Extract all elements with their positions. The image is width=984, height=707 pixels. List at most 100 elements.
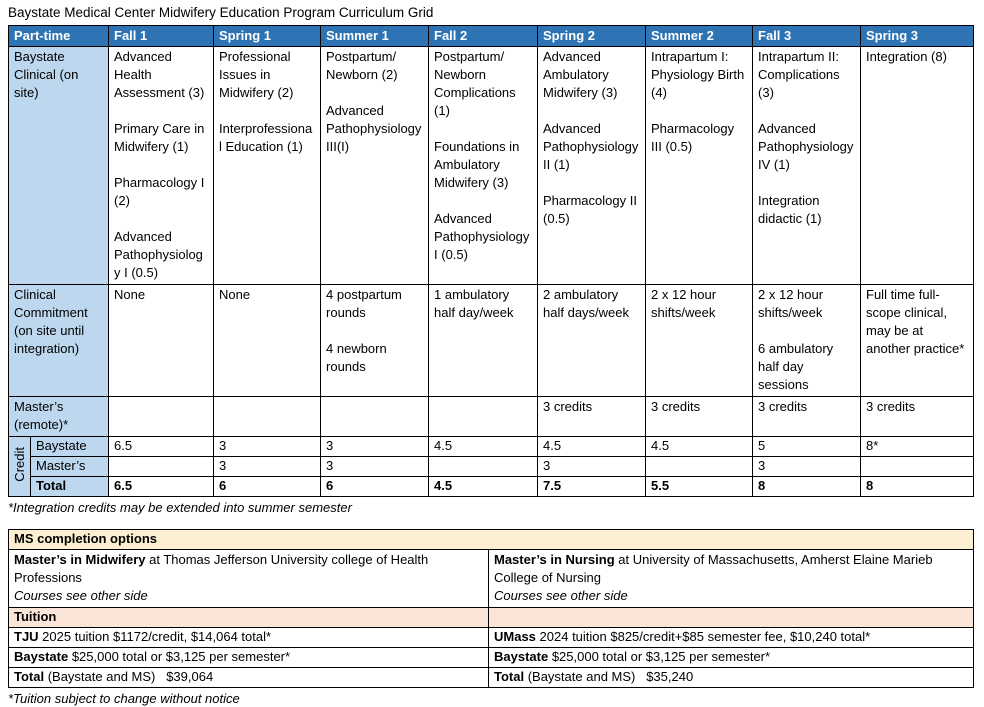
commitment-cell: 4 postpartum rounds 4 newborn rounds [320,284,430,397]
course-cell: Postpartum/​Newborn (2) Advanced Pathophy… [320,46,430,285]
commitment-cell: None [108,284,215,397]
cell-line: 2 ambulatory half days/​week [543,287,630,320]
cell-line: None [219,287,251,302]
clinical-commitment-row: Clinical Commitment (on site until integ… [7,284,975,397]
course-cell: Integration (8) [860,46,975,285]
cell-line: Advanced Pathophysiology II (1) [543,121,639,172]
masters-credits-cell: 3 credits [537,396,647,437]
cell-line: Advanced Health Assessment (3) [114,49,205,100]
tuition-header-blank [488,607,974,628]
cell-line: Pharmacology III (0.5) [651,121,735,154]
cell-line: Primary Care in Midwifery (1) [114,121,205,154]
tuition-tju-cell: TJU 2025 tuition $1172/credit, $14,064 t… [8,627,489,648]
course-cell: Postpartum/​Newborn Complications (1) Fou… [428,46,539,285]
tuition-lead: Baystate [494,649,549,664]
row-label-masters-remote: Master’s (remote)* [7,396,110,437]
cell-line: Advanced Ambulatory Midwifery (3) [543,49,618,100]
row-label-clinical-commitment: Clinical Commitment (on site until integ… [7,284,110,397]
cell-line: Pharmacology II (0.5) [543,193,637,226]
column-header-fall1: Fall 1 [108,25,215,47]
commitment-cell: 2 x 12 hour shifts/​week [645,284,754,397]
credit-value: 4.5 [537,436,647,457]
cell-line: 4 newborn rounds [326,341,387,374]
course-cell: Intrapartum I: Physiology Birth (4) Pharm… [645,46,754,285]
cell-line: Professional Issues in Midwifery (2) [219,49,294,100]
credit-value: 8 [752,476,862,497]
ms-options-header-row: MS completion options [8,529,974,550]
column-header-spring1: Spring 1 [213,25,322,47]
credit-value: 4.5 [428,436,539,457]
cell-line: Intrapartum I: Physiology Birth (4) [651,49,745,100]
credit-total-row: Total 6.5 6 6 4.5 7.5 5.5 8 8 [9,476,975,497]
credit-value [428,456,539,477]
program-detail: at University of Massachusetts, Amherst … [494,552,933,585]
credit-row-label-baystate: Baystate [29,436,110,457]
program-detail: at Thomas Jefferson University college o… [14,552,429,585]
course-cell: Advanced Health Assessment (3) Primary Ca… [108,46,215,285]
tuition-lead: Baystate [14,649,69,664]
commitment-cell: 2 x 12 hour shifts/​week 6 ambulatory hal… [752,284,862,397]
column-header-spring2: Spring 2 [537,25,647,47]
masters-credits-cell: 3 credits [752,396,862,437]
credit-value: 5.5 [645,476,754,497]
curriculum-table: Part-time Fall 1 Spring 1 Summer 1 Fall … [7,25,975,497]
cell-line: Integration didactic (1) [758,193,822,226]
program-name: Master’s in Nursing [494,552,615,567]
commitment-cell: Full time full-scope clinical, may be at… [860,284,975,397]
cell-line: Advanced Pathophysiology I (0.5) [434,211,530,262]
masters-credits-cell: 3 credits [860,396,975,437]
credit-row-label-total: Total [29,476,110,497]
ms-completion-table: MS completion options Master’s in Midwif… [8,529,974,688]
credit-value: 6 [320,476,430,497]
credit-value: 3 [752,456,862,477]
tuition-detail: (Baystate and MS) $35,240 [524,669,694,684]
credit-value: 3 [213,456,322,477]
column-header-part-time: Part-time [7,25,110,47]
cell-line: None [114,287,146,302]
credit-value: 6 [213,476,322,497]
cell-line: Integration (8) [866,49,947,64]
credit-value: 3 [320,436,430,457]
masters-credits-cell [428,396,539,437]
tuition-detail: 2025 tuition $1172/credit, $14,064 total… [38,629,272,644]
cell-line: 6 ambulatory half day sessions [758,341,834,392]
column-header-fall3: Fall 3 [752,25,862,47]
credit-value: 8 [860,476,975,497]
row-label-baystate-clinical: Baystate Clinical (on site) [7,46,110,285]
cell-line: Advanced Pathophysiology I (0.5) [114,229,203,280]
course-cell: Intrapartum II: Complications (3) Advance… [752,46,862,285]
ms-options-header: MS completion options [8,529,974,550]
tuition-baystate-cell: Baystate $25,000 total or $3,125 per sem… [488,647,974,668]
cell-line: 2 x 12 hour shifts/​week [758,287,824,320]
cell-line: Pharmacology I (2) [114,175,205,208]
commitment-cell: 2 ambulatory half days/​week [537,284,647,397]
program-name: Master’s in Midwifery [14,552,146,567]
credit-masters-row: Master’s 3 3 3 3 [9,456,975,477]
credit-value: 6.5 [108,436,215,457]
commitment-cell: None [213,284,322,397]
credit-baystate-row: Credit Baystate 6.5 3 3 4.5 4.5 4.5 5 8* [8,436,975,497]
course-cell: Professional Issues in Midwifery (2) Inte… [213,46,322,285]
header-row: Part-time Fall 1 Spring 1 Summer 1 Fall … [7,25,975,47]
program-midwifery-cell: Master’s in Midwifery at Thomas Jefferso… [8,549,489,608]
tuition-lead: TJU [14,629,39,644]
column-header-fall2: Fall 2 [428,25,539,47]
program-note: Courses see other side [14,588,148,603]
cell-line: 2 x 12 hour shifts/​week [651,287,717,320]
cell-line: 1 ambulatory half day/​week [434,287,514,320]
cell-line: Intrapartum II: Complications (3) [758,49,840,100]
credit-value: 7.5 [537,476,647,497]
tuition-detail: 2024 tuition $825/credit+$85 semester fe… [535,629,871,644]
tuition-umass-cell: UMass 2024 tuition $825/credit+$85 semes… [488,627,974,648]
tuition-detail: $25,000 total or $3,125 per semester* [548,649,771,664]
column-header-spring3: Spring 3 [860,25,975,47]
tuition-lead: Total [494,669,525,684]
tuition-header-row: Tuition [8,607,974,628]
tuition-header: Tuition [8,607,489,628]
spacer [8,516,984,529]
credit-value: 8* [860,436,975,457]
tuition-total-row: Total (Baystate and MS) $39,064 Total (B… [8,667,974,688]
clinical-courses-row: Baystate Clinical (on site) Advanced Hea… [7,46,975,285]
tuition-baystate-row: Baystate $25,000 total or $3,125 per sem… [8,647,974,668]
